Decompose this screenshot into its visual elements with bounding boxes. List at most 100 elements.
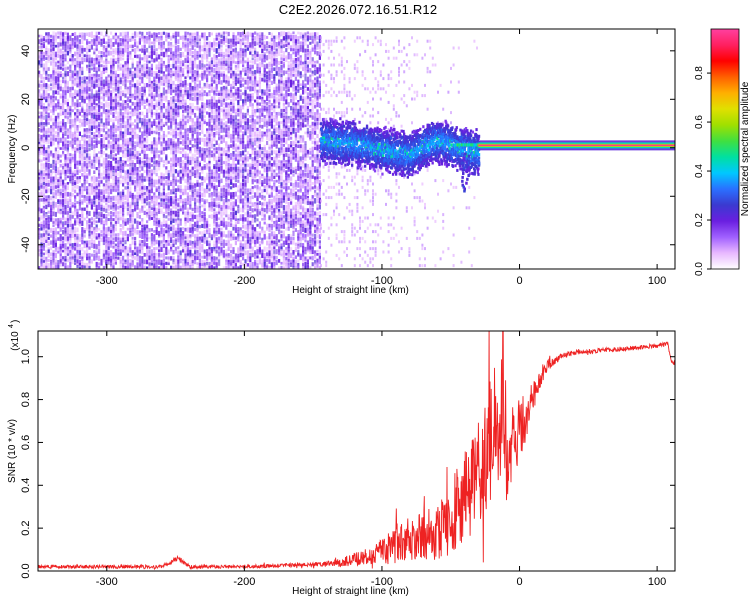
heatmap-cell	[60, 43, 62, 47]
heatmap-cell	[201, 260, 203, 264]
heatmap-cell	[175, 228, 177, 231]
heatmap-cell	[213, 128, 215, 131]
heatmap-cell	[192, 103, 194, 108]
heatmap-cell	[225, 54, 227, 57]
heatmap-cell	[115, 89, 117, 92]
heatmap-cell	[244, 231, 246, 234]
heatmap-cell	[208, 48, 210, 52]
heatmap-cell	[153, 51, 155, 55]
heatmap-cell	[60, 128, 62, 132]
heatmap-cell	[40, 35, 42, 38]
heatmap-cell	[175, 67, 177, 70]
heatmap-cell	[213, 208, 215, 211]
heatmap-cell	[136, 225, 138, 229]
heatmap-cell	[93, 115, 95, 120]
heatmap-cell	[235, 170, 237, 173]
heatmap-cell	[124, 144, 126, 147]
heatmap-cell	[177, 240, 179, 243]
heatmap-cell	[165, 83, 167, 87]
heatmap-cell	[244, 170, 246, 173]
heatmap-cell	[182, 201, 184, 204]
heatmap-cell	[136, 186, 138, 189]
heatmap-cell	[117, 218, 119, 221]
heatmap-cell	[204, 208, 206, 211]
heatmap-cell	[242, 169, 244, 173]
heatmap-cell	[158, 115, 160, 119]
heatmap-cell	[120, 217, 122, 220]
heatmap-cell	[144, 141, 146, 144]
heatmap-cell	[189, 240, 191, 245]
heatmap-cell	[218, 222, 220, 225]
heatmap-cell	[48, 42, 50, 45]
heatmap-cell	[175, 154, 177, 157]
heatmap-cell	[218, 195, 220, 200]
heatmap-cell	[110, 45, 112, 50]
heatmap-cell	[237, 134, 239, 138]
heatmap-cell	[228, 115, 230, 118]
heatmap-cell	[199, 125, 201, 130]
heatmap-cell	[79, 163, 81, 166]
heatmap-cell	[55, 169, 57, 173]
heatmap-cell	[220, 93, 222, 96]
heatmap-cell	[129, 220, 131, 223]
heatmap-cell	[81, 201, 83, 204]
heatmap-cell	[168, 262, 170, 265]
heatmap-cell	[76, 185, 78, 189]
heatmap-cell	[122, 125, 124, 129]
heatmap-cell	[129, 247, 131, 252]
heatmap-cell	[57, 32, 59, 35]
heatmap-cell	[93, 244, 95, 249]
heatmap-cell	[100, 106, 102, 109]
heatmap-cell	[211, 141, 213, 144]
heatmap-cell	[180, 48, 182, 51]
heatmap-cell	[225, 209, 227, 214]
heatmap-cell	[45, 214, 47, 218]
heatmap-cell	[98, 241, 100, 246]
heatmap-cell	[57, 106, 59, 110]
heatmap-cell	[170, 221, 172, 225]
heatmap-cell	[201, 128, 203, 132]
heatmap-cell	[201, 193, 203, 197]
heatmap-cell	[52, 39, 54, 42]
heatmap-cell	[230, 73, 232, 78]
heatmap-cell	[88, 41, 90, 44]
heatmap-cell	[84, 266, 86, 269]
heatmap-cell	[122, 220, 124, 223]
heatmap-cell	[62, 230, 64, 235]
heatmap-cell	[192, 80, 194, 83]
heatmap-cell	[153, 112, 155, 115]
heatmap-cell	[182, 110, 184, 113]
heatmap-cell	[117, 221, 119, 224]
heatmap-cell	[230, 138, 232, 143]
heatmap-cell	[151, 35, 153, 38]
heatmap-cell	[67, 71, 69, 76]
heatmap-cell	[235, 137, 237, 141]
heatmap-cell	[108, 61, 110, 64]
heatmap-cell	[158, 259, 160, 265]
heatmap-cell	[156, 230, 158, 235]
heatmap-cell	[112, 234, 114, 237]
heatmap-cell	[132, 112, 134, 116]
heatmap-cell	[112, 157, 114, 160]
heatmap-cell	[74, 45, 76, 48]
heatmap-cell	[79, 170, 81, 173]
heatmap-cell	[91, 254, 93, 257]
heatmap-cell	[81, 208, 83, 211]
heatmap-cell	[132, 80, 134, 84]
heatmap-cell	[146, 138, 148, 143]
heatmap-cell	[112, 212, 114, 216]
heatmap-cell	[76, 61, 78, 65]
heatmap-cell	[124, 94, 126, 98]
heatmap-cell	[196, 208, 198, 213]
heatmap-cell	[127, 237, 129, 241]
heatmap-cell	[122, 65, 124, 68]
heatmap-cell	[206, 36, 208, 41]
heatmap-cell	[196, 195, 198, 198]
heatmap-cell	[172, 147, 174, 150]
heatmap-cell	[76, 83, 78, 87]
heatmap-cell	[218, 93, 220, 96]
heatmap-cell	[60, 67, 62, 70]
heatmap-cell	[201, 105, 203, 108]
heatmap-cell	[55, 250, 57, 253]
heatmap-cell	[184, 204, 186, 209]
